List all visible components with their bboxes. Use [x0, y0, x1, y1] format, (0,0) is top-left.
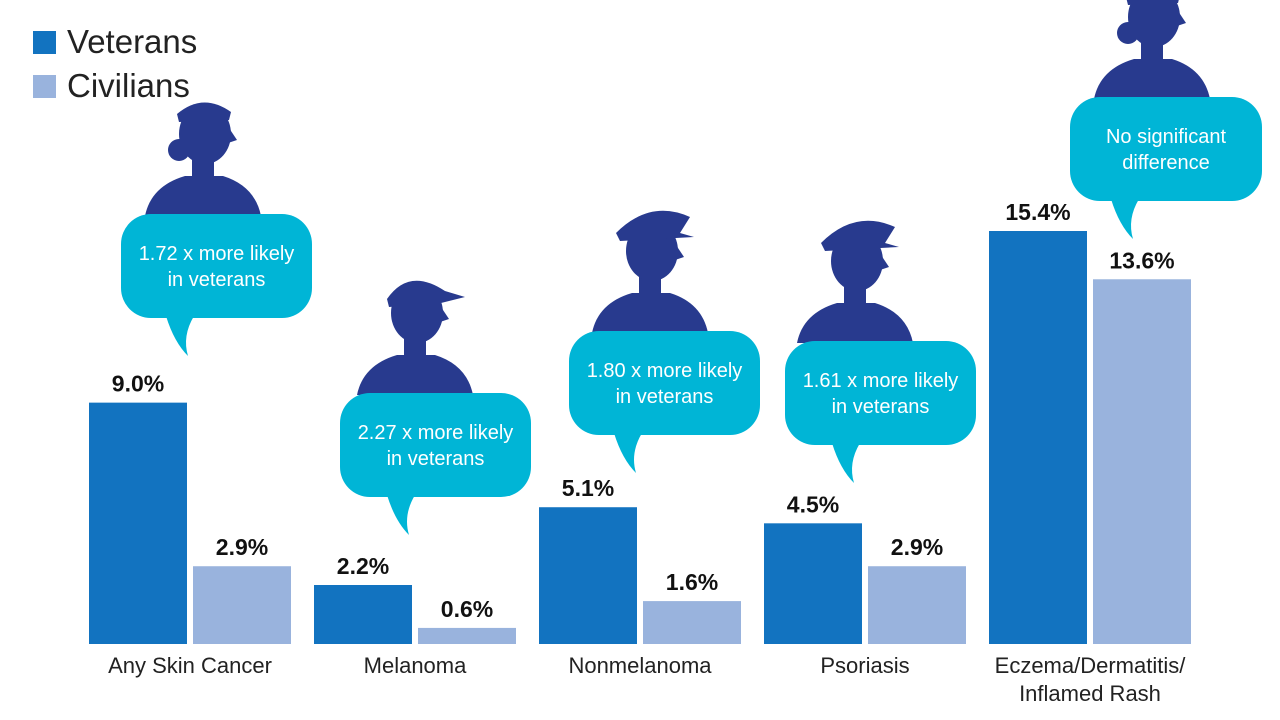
bars — [89, 231, 1191, 644]
female-sailor-icon — [1094, 0, 1210, 99]
speech-bubble-1: 2.27 x more likely in veterans — [340, 393, 531, 535]
category-label-3: Psoriasis — [820, 653, 909, 678]
male-soldier-cap-icon — [357, 280, 473, 395]
bar-veterans-2 — [539, 507, 637, 644]
annotation-bubbles: 1.72 x more likely in veterans 2.27 x more… — [121, 0, 1262, 535]
legend-swatch-civilians — [33, 75, 56, 98]
male-officer-icon — [797, 220, 913, 343]
value-label-veterans-3: 4.5% — [787, 491, 839, 517]
speech-bubble-3: 1.61 x more likely in veterans — [785, 341, 976, 483]
value-label-civilians-4: 13.6% — [1109, 247, 1174, 273]
bar-civilians-4 — [1093, 279, 1191, 644]
value-labels: 9.0% 2.9% 2.2% 0.6% 5.1% 1.6% 4.5% 2.9% 15.4% 13.… — [112, 199, 1175, 622]
bar-civilians-3 — [868, 566, 966, 644]
annotation-text-4: No significant difference — [1106, 126, 1227, 174]
value-label-veterans-2: 5.1% — [562, 475, 614, 501]
bar-civilians-2 — [643, 601, 741, 644]
legend: Veterans Civilians — [33, 23, 197, 104]
value-label-veterans-4: 15.4% — [1005, 199, 1070, 225]
category-label-1: Melanoma — [364, 653, 467, 678]
bar-veterans-4 — [989, 231, 1087, 644]
annotation-text-2: 1.80 x more likely in veterans — [587, 360, 743, 408]
annotation-text-3: 1.61 x more likely in veterans — [803, 370, 959, 418]
bar-veterans-1 — [314, 585, 412, 644]
legend-label-veterans: Veterans — [67, 23, 197, 60]
bar-civilians-1 — [418, 627, 516, 644]
value-label-veterans-1: 2.2% — [337, 553, 389, 579]
value-label-civilians-0: 2.9% — [216, 534, 268, 560]
female-officer-icon — [592, 210, 708, 333]
category-label-0: Any Skin Cancer — [108, 653, 272, 678]
annotation-text-1: 2.27 x more likely in veterans — [358, 422, 514, 470]
legend-swatch-veterans — [33, 31, 56, 54]
speech-bubble-2: 1.80 x more likely in veterans — [569, 331, 760, 473]
speech-bubble-4: No significant difference — [1070, 97, 1262, 239]
bar-veterans-0 — [89, 402, 187, 644]
category-labels: Any Skin Cancer Melanoma Nonmelanoma Psoria… — [108, 653, 1186, 706]
bar-civilians-0 — [193, 566, 291, 644]
category-label-2: Nonmelanoma — [568, 653, 712, 678]
value-label-civilians-2: 1.6% — [666, 569, 718, 595]
category-label-4: Eczema/Dermatitis/Inflamed Rash — [995, 653, 1187, 706]
bar-veterans-3 — [764, 523, 862, 644]
speech-bubble-0: 1.72 x more likely in veterans — [121, 214, 312, 356]
value-label-civilians-1: 0.6% — [441, 596, 493, 622]
female-soldier-icon — [145, 102, 261, 216]
annotation-text-0: 1.72 x more likely in veterans — [139, 243, 295, 291]
value-label-veterans-0: 9.0% — [112, 371, 164, 397]
legend-label-civilians: Civilians — [67, 67, 190, 104]
value-label-civilians-3: 2.9% — [891, 534, 943, 560]
